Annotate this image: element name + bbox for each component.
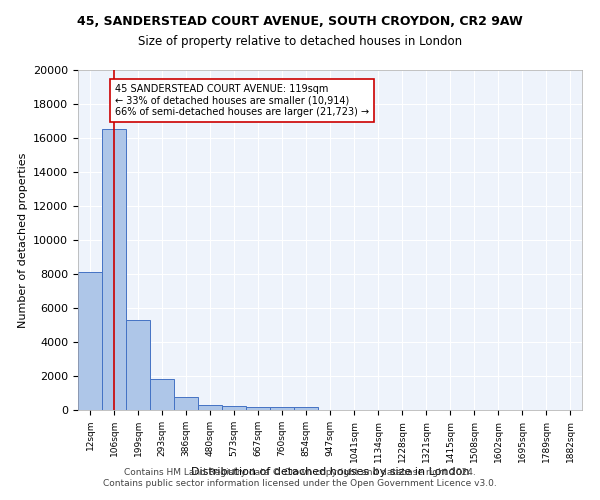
Text: Contains HM Land Registry data © Crown copyright and database right 2024.
Contai: Contains HM Land Registry data © Crown c… (103, 468, 497, 487)
X-axis label: Distribution of detached houses by size in London: Distribution of detached houses by size … (191, 468, 469, 477)
Bar (198, 404, 222, 410)
Text: 45 SANDERSTEAD COURT AVENUE: 119sqm
← 33% of detached houses are smaller (10,914: 45 SANDERSTEAD COURT AVENUE: 119sqm ← 33… (115, 84, 370, 117)
Y-axis label: Number of detached properties: Number of detached properties (17, 152, 28, 328)
Bar (78, 272, 102, 410)
Bar (222, 406, 246, 410)
Text: Size of property relative to detached houses in London: Size of property relative to detached ho… (138, 35, 462, 48)
Bar (102, 130, 126, 410)
Text: 45, SANDERSTEAD COURT AVENUE, SOUTH CROYDON, CR2 9AW: 45, SANDERSTEAD COURT AVENUE, SOUTH CROY… (77, 15, 523, 28)
Bar (150, 380, 174, 410)
Bar (270, 407, 294, 410)
Bar (246, 406, 270, 410)
Bar (174, 397, 198, 410)
Bar (294, 408, 318, 410)
Bar (126, 320, 150, 410)
